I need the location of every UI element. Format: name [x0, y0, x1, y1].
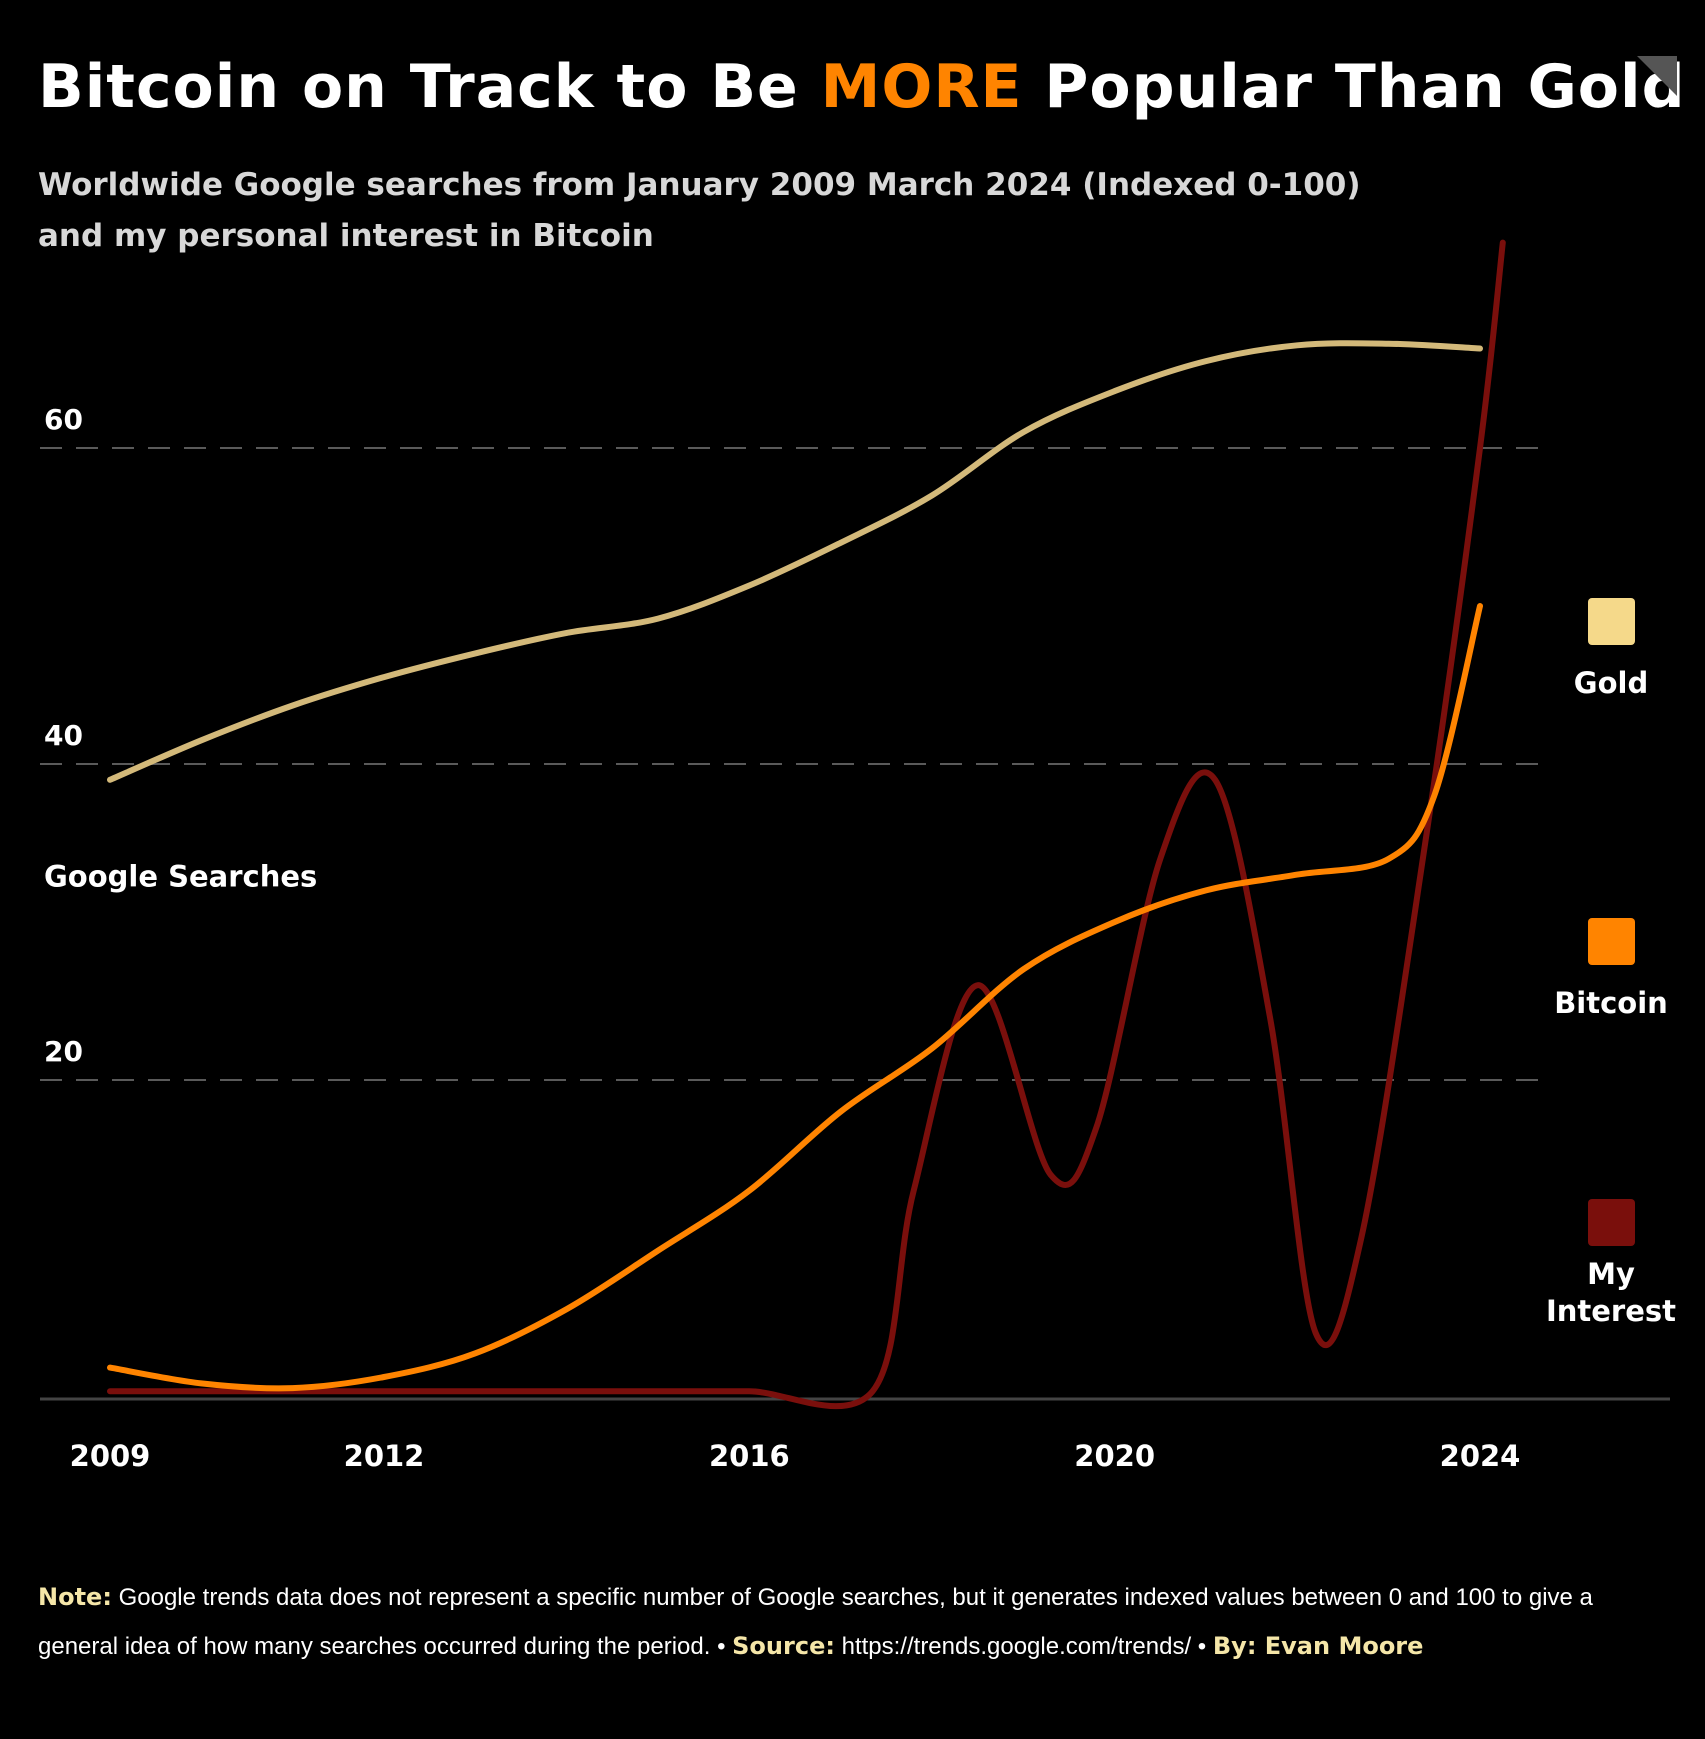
legend-swatch-bitcoin [1588, 918, 1635, 965]
series-line-gold [107, 340, 1483, 783]
legend-label-interest-line2: Interest [1546, 1294, 1676, 1328]
title-suffix: Popular Than Gold [1022, 52, 1686, 122]
x-tick-label: 2024 [1440, 1439, 1521, 1473]
chart-subtitle: Worldwide Google searches from January 2… [38, 160, 1361, 262]
title-highlight: MORE [820, 52, 1023, 122]
series-line-interest [107, 239, 1506, 1410]
y-axis-ticks: 20 40 60 [44, 403, 83, 1068]
x-tick-label: 2009 [70, 1439, 151, 1473]
legend-label-interest-line1: My [1587, 1257, 1635, 1291]
legend-label-gold: Gold [1574, 666, 1648, 700]
footer-note: Note: Google trends data does not repres… [38, 1573, 1678, 1671]
x-axis-ticks: 2009 2012 2016 2020 2024 [70, 1439, 1521, 1473]
x-tick-label: 2020 [1074, 1439, 1155, 1473]
subtitle-line-2: and my personal interest in Bitcoin [38, 218, 654, 254]
series-lines [107, 239, 1506, 1410]
legend-swatch-gold [1588, 598, 1635, 645]
series-line-bitcoin [107, 603, 1483, 1392]
y-tick-label: 40 [44, 719, 83, 752]
source-label: Source: [732, 1632, 835, 1660]
legend-swatch-interest [1588, 1199, 1635, 1246]
source-text: https://trends.google.com/trends/ • [841, 1633, 1207, 1660]
corner-fold-icon [1637, 56, 1677, 96]
y-tick-label: 60 [44, 403, 83, 436]
byline: By: Evan Moore [1212, 1632, 1424, 1660]
legend-label-bitcoin: Bitcoin [1554, 986, 1668, 1020]
x-tick-label: 2016 [709, 1439, 790, 1473]
x-tick-label: 2012 [344, 1439, 425, 1473]
y-tick-label: 20 [44, 1035, 83, 1068]
title-prefix: Bitcoin on Track to Be [38, 52, 821, 122]
gridlines [40, 447, 1552, 1081]
subtitle-line-1: Worldwide Google searches from January 2… [38, 167, 1361, 203]
chart-title: Bitcoin on Track to Be MORE Popular Than… [38, 52, 1686, 122]
y-axis-label: Google Searches [44, 860, 317, 894]
note-label: Note: [38, 1583, 112, 1611]
note-text: Google trends data does not represent a … [38, 1584, 1593, 1660]
